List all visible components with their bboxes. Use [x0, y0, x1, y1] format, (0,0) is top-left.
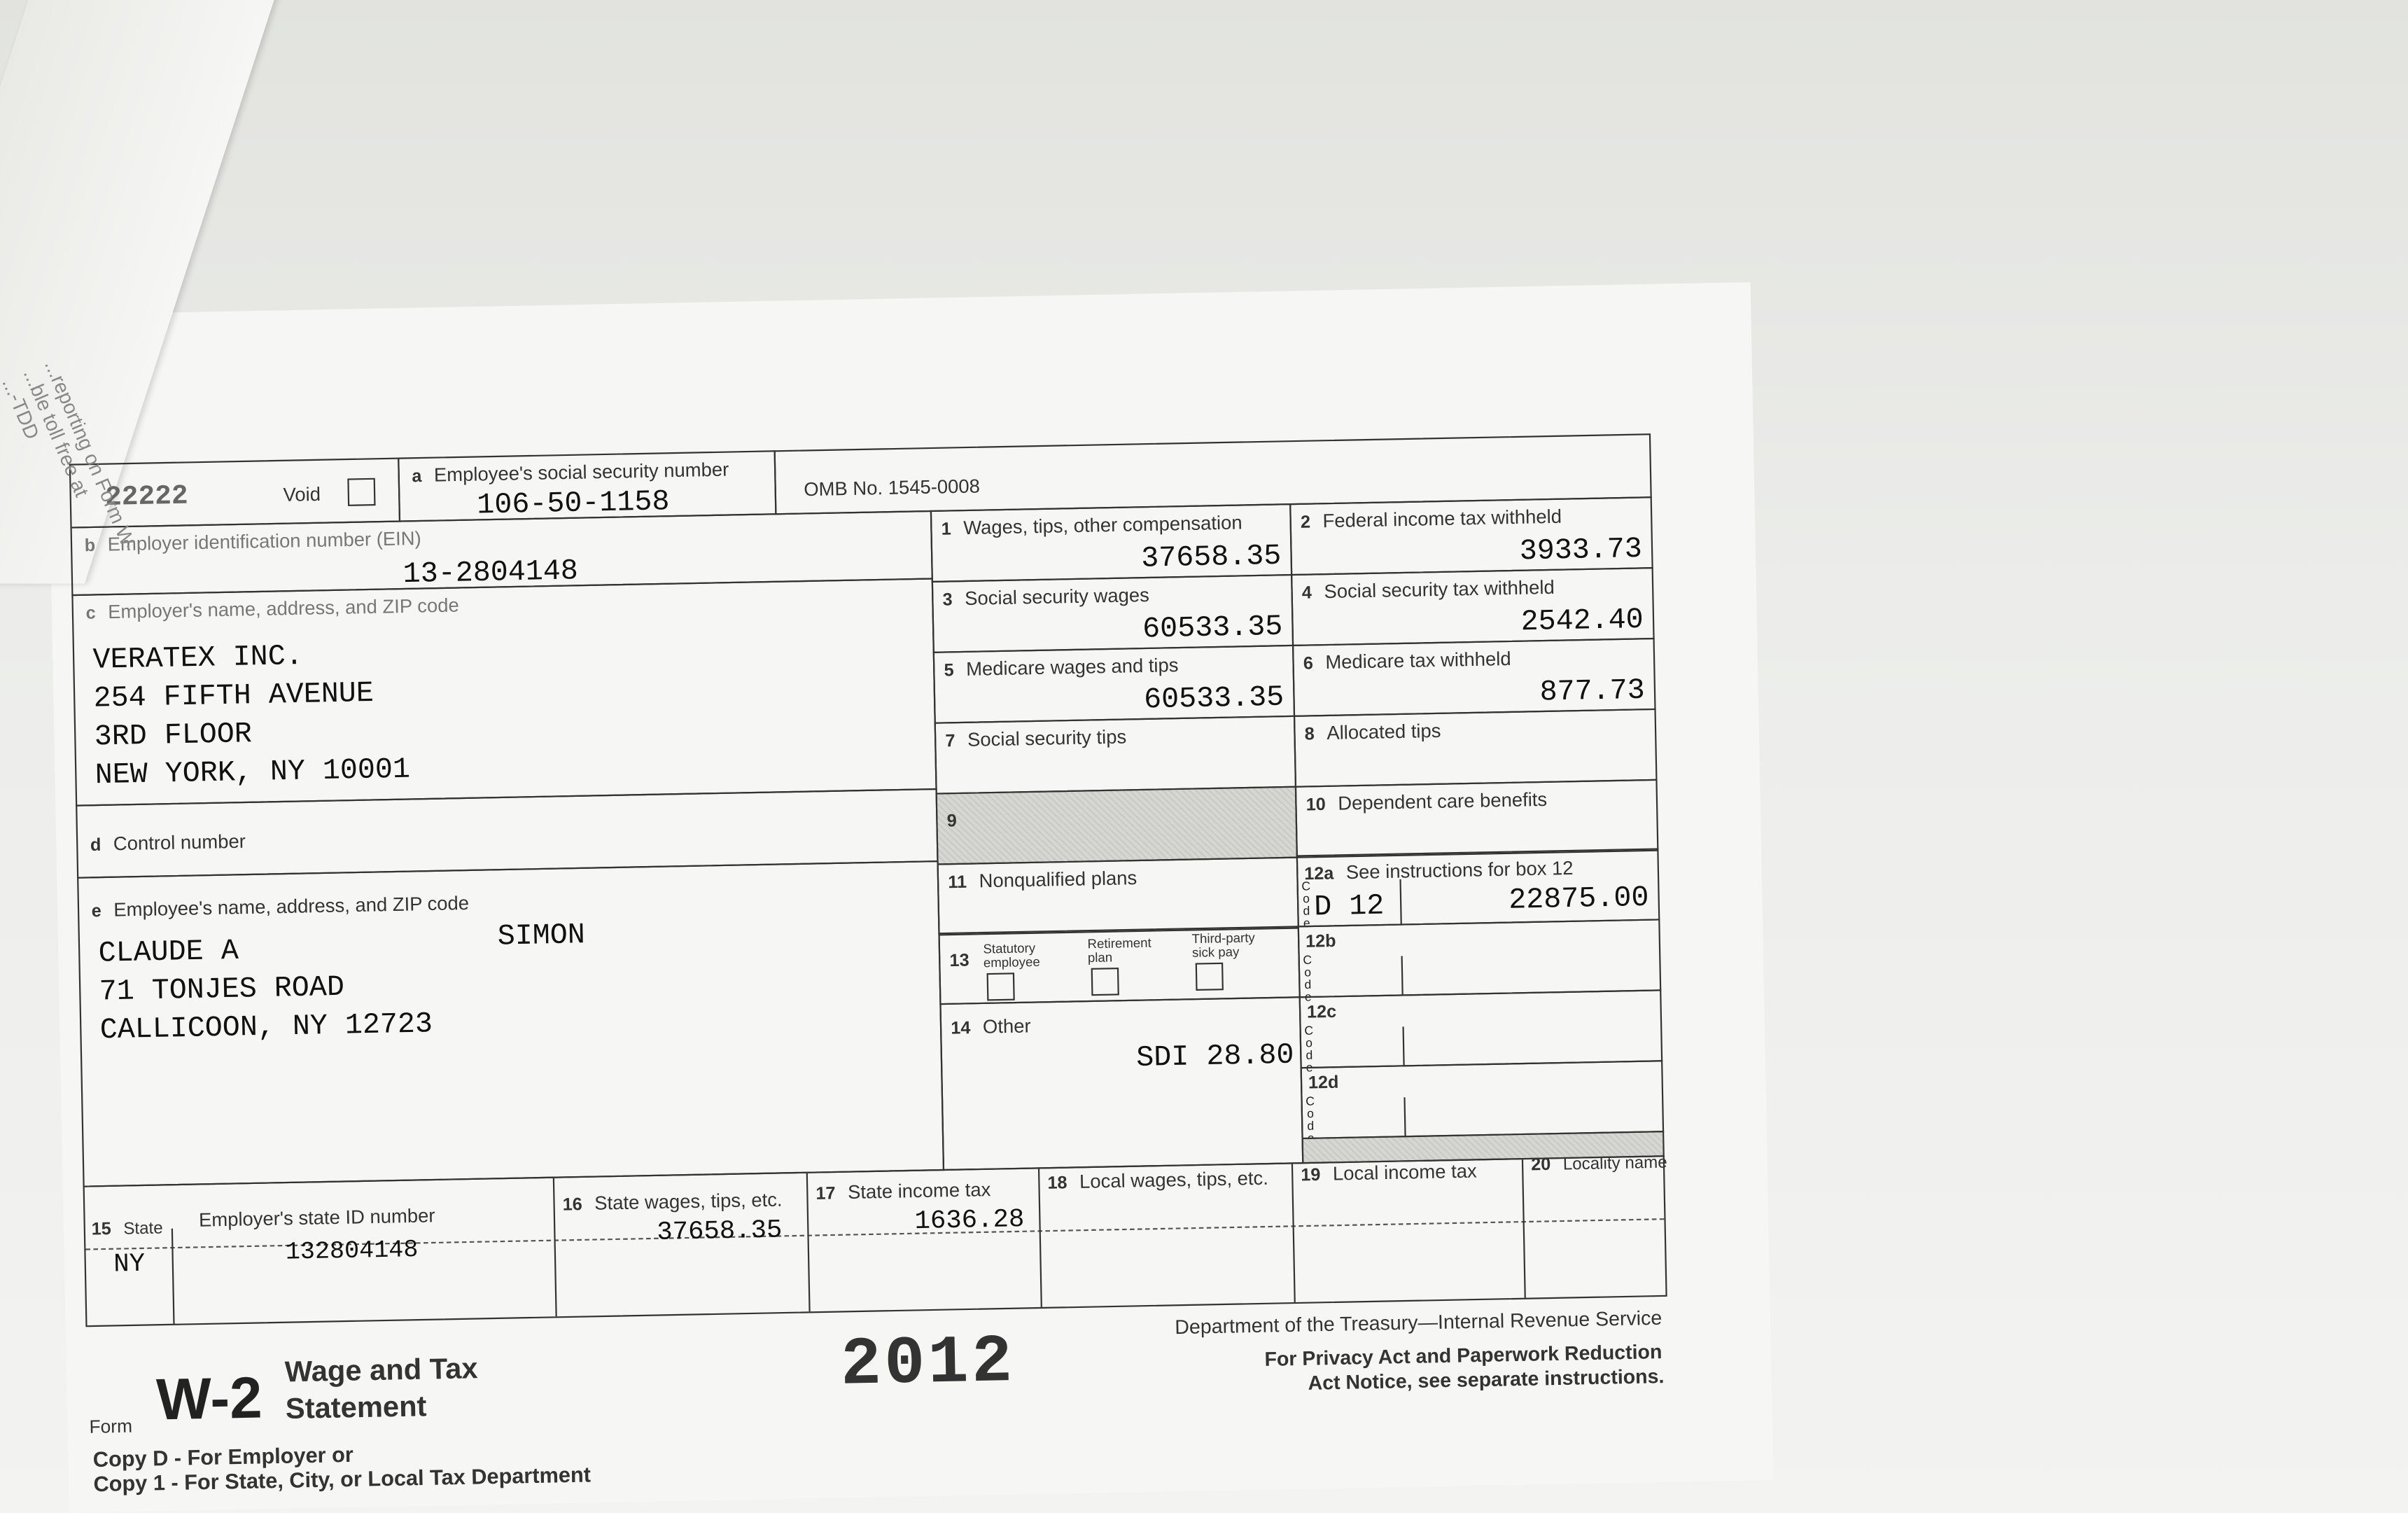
box-label: Social security tax withheld: [1324, 576, 1555, 603]
retirement-plan-checkbox[interactable]: [1091, 968, 1119, 996]
statutory-employee-checkbox[interactable]: [986, 972, 1015, 1001]
third-party-sick-pay-checkbox[interactable]: [1195, 962, 1224, 991]
box-10: 10 Dependent care benefits: [1294, 779, 1659, 858]
code-divider: [1404, 1097, 1406, 1138]
box-13: 13 Statutory employee Retirement plan Th…: [938, 926, 1301, 1005]
box-label: Medicare wages and tips: [965, 654, 1179, 681]
box-14: 14 Other SDI 28.80: [939, 996, 1304, 1171]
box-7: 7 Social security tips: [934, 715, 1297, 795]
ssn-box: a Employee's social security number 106-5…: [398, 450, 777, 522]
box-number: 10: [1306, 796, 1326, 816]
box-number: 9: [946, 812, 958, 832]
box-number: 3: [942, 591, 953, 611]
box-3: 3 Social security wages 60533.35: [931, 573, 1294, 653]
box-number: 4: [1301, 584, 1312, 604]
box-c-employer: c Employer's name, address, and ZIP code …: [71, 578, 937, 807]
box-12c: 12c C o d e: [1298, 989, 1663, 1075]
box-12b: 12b C o d e: [1297, 919, 1662, 1004]
box-label: Dependent care benefits: [1338, 788, 1548, 815]
code-divider: [1402, 1026, 1405, 1067]
box-value: 877.73: [1539, 673, 1646, 709]
void-checkbox[interactable]: [347, 477, 376, 506]
box-1: 1 Wages, tips, other compensation 37658.35: [930, 503, 1293, 583]
box-number: 2: [1300, 513, 1311, 533]
code-divider: [1401, 956, 1404, 996]
box-label: Social security wages: [964, 584, 1150, 610]
box-11: 11 Nonqualified plans: [937, 856, 1299, 936]
column-divider: [1521, 1159, 1526, 1298]
box-label: Federal income tax withheld: [1322, 506, 1562, 532]
box-number: 8: [1304, 725, 1315, 745]
state-local-row: 15 State Employer's state ID number NY 13…: [83, 1154, 1667, 1327]
box-value: 2542.40: [1520, 602, 1644, 639]
box-8: 8 Allocated tips: [1293, 708, 1658, 788]
form-footer: Form W-2 Wage and Tax Statement Copy D -…: [89, 1306, 1665, 1496]
box-5: 5 Medicare wages and tips 60533.35: [932, 644, 1296, 724]
box-2: 2 Federal income tax withheld 3933.73: [1289, 496, 1653, 576]
box-12d: 12d C o d e: [1300, 1060, 1665, 1145]
box-number: 11: [948, 873, 967, 893]
box-9: 9: [935, 786, 1298, 865]
column-divider: [1291, 1164, 1296, 1302]
box-e-employee: e Employee's name, address, and ZIP code …: [77, 860, 945, 1187]
code-divider: [1399, 879, 1402, 926]
box-number: 5: [944, 662, 954, 681]
box-number: 7: [945, 732, 955, 751]
box-label: Nonqualified plans: [979, 867, 1138, 892]
box-label: Medicare tax withheld: [1325, 648, 1511, 674]
box-number: 6: [1303, 655, 1314, 674]
box-number: 1: [941, 520, 952, 540]
box-4: 4 Social security tax withheld 2542.40: [1291, 567, 1655, 647]
box-label: Allocated tips: [1326, 720, 1441, 744]
w2-form: 22222 Void a Employee's social security n…: [69, 433, 1667, 1339]
box-6: 6 Medicare tax withheld 877.73: [1292, 637, 1656, 717]
column-divider: [552, 1178, 557, 1317]
box-value: 3933.73: [1519, 531, 1643, 569]
state-divider: [171, 1228, 175, 1324]
box-12a: 12a See instructions for box 12 C o d e D…: [1296, 848, 1660, 930]
box-label: Social security tips: [967, 726, 1127, 751]
box-value: 60533.35: [1143, 680, 1284, 717]
column-divider: [806, 1173, 811, 1312]
column-divider: [1037, 1169, 1042, 1307]
box-value: 37658.35: [1140, 538, 1282, 576]
box-value: 60533.35: [1142, 609, 1283, 646]
box-label: Wages, tips, other compensation: [962, 512, 1242, 539]
